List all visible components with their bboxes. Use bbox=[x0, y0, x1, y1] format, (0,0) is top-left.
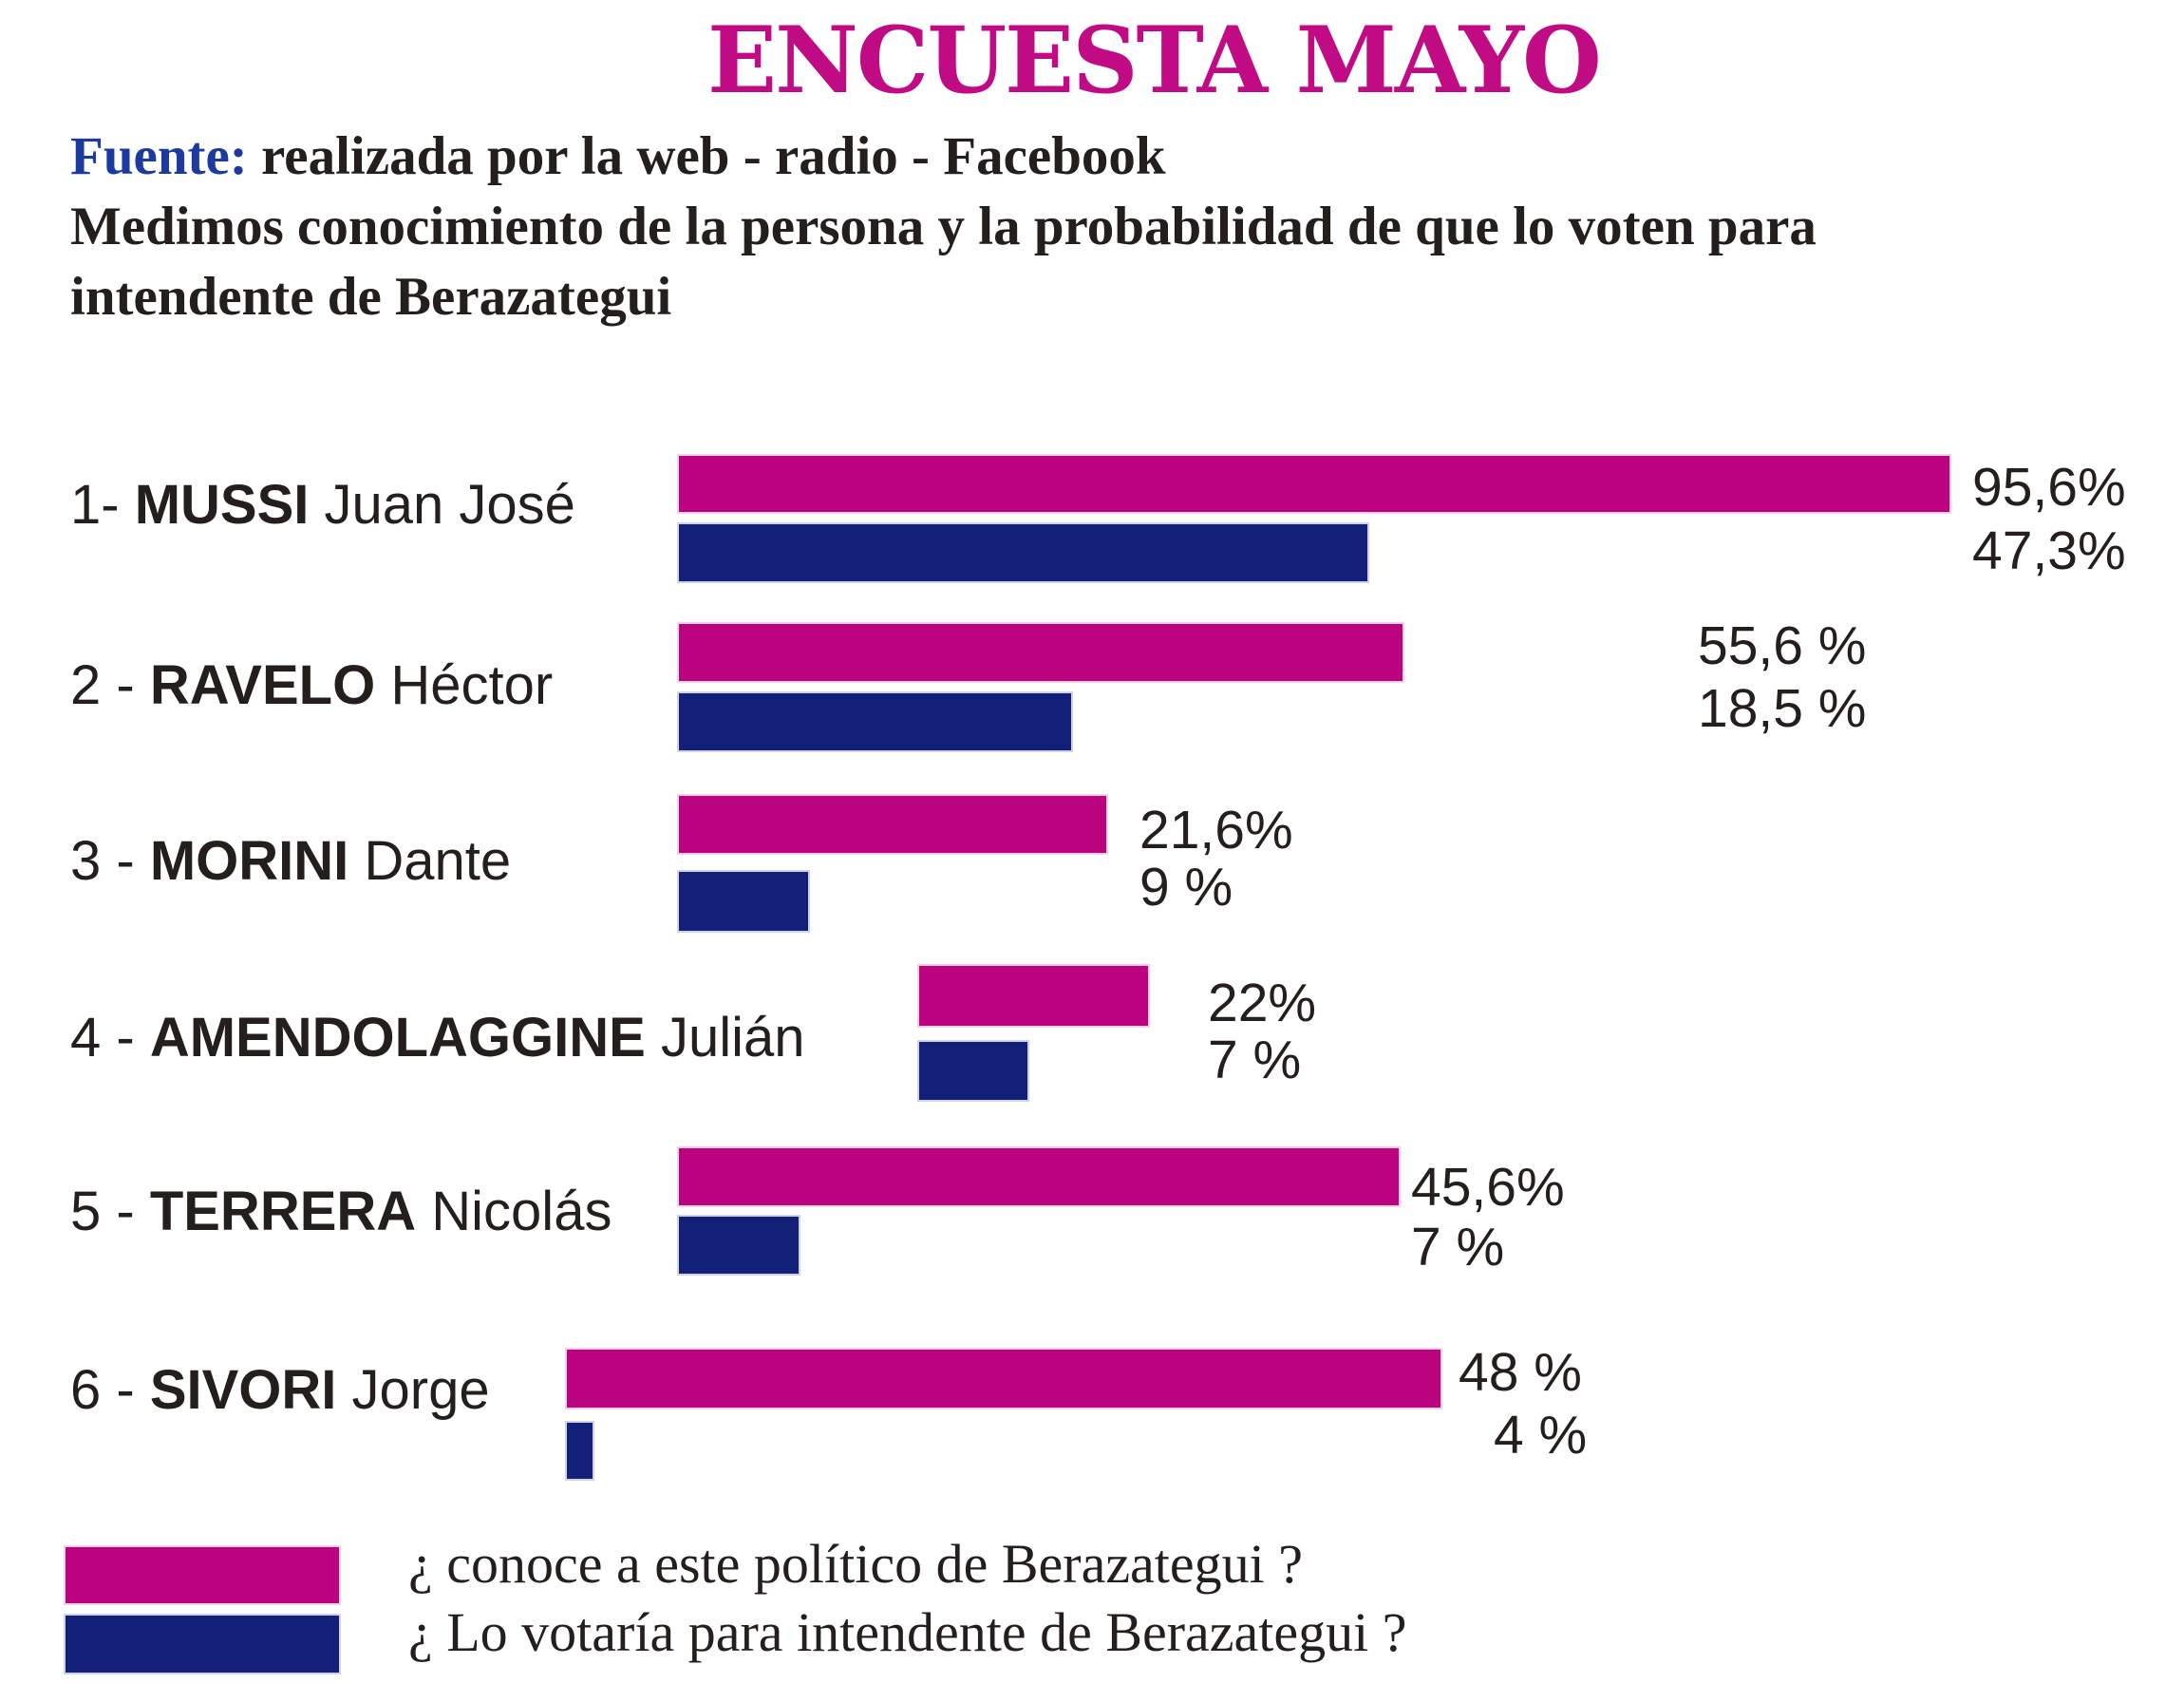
known-value: 22% bbox=[1208, 973, 1317, 1033]
candidate-label: 4 - AMENDOLAGGINE Julián bbox=[70, 1007, 804, 1069]
vote-legend-swatch bbox=[64, 1614, 341, 1674]
candidate-surname: SIVORI bbox=[149, 1359, 337, 1421]
known-value: 95,6% bbox=[1972, 457, 2126, 518]
candidate-rank: 4 - bbox=[70, 1007, 135, 1068]
candidate-surname: MUSSI bbox=[134, 474, 310, 536]
candidate-surname: AMENDOLAGGINE bbox=[149, 1007, 646, 1068]
vote-bar bbox=[677, 1215, 800, 1276]
candidate-rank: 1- bbox=[70, 474, 120, 536]
vote-legend-label: ¿ Lo votaría para intendente de Berazate… bbox=[408, 1601, 1407, 1663]
page-title: ENCUESTA MAYO bbox=[707, 7, 1602, 114]
known-value: 48 % bbox=[1459, 1342, 1582, 1403]
known-bar bbox=[677, 794, 1108, 855]
description-line-1: Medimos conocimiento de la persona y la … bbox=[70, 197, 1817, 256]
known-value: 21,6% bbox=[1139, 800, 1293, 860]
candidate-rank: 3 - bbox=[70, 830, 135, 892]
known-bar bbox=[677, 454, 1951, 514]
candidate-givenname: Julián bbox=[660, 1007, 805, 1068]
known-bar bbox=[677, 1146, 1401, 1207]
known-legend-swatch bbox=[64, 1545, 341, 1605]
description-line-2: intendente de Berazategui bbox=[70, 267, 672, 327]
candidate-givenname: Dante bbox=[364, 830, 512, 892]
known-bar bbox=[565, 1348, 1442, 1409]
known-value: 55,6 % bbox=[1698, 615, 1867, 676]
candidate-givenname: Héctor bbox=[390, 654, 554, 716]
candidate-label: 3 - MORINI Dante bbox=[70, 830, 511, 893]
vote-value: 7 % bbox=[1411, 1217, 1505, 1277]
candidate-surname: TERRERA bbox=[149, 1181, 417, 1242]
candidate-givenname: Nicolás bbox=[431, 1181, 612, 1242]
vote-bar bbox=[677, 870, 810, 933]
candidate-rank: 6 - bbox=[70, 1359, 135, 1421]
source-label: Fuente: bbox=[70, 126, 248, 186]
vote-value: 4 % bbox=[1494, 1405, 1588, 1466]
vote-bar bbox=[677, 691, 1073, 752]
vote-bar bbox=[565, 1421, 594, 1481]
vote-value: 9 % bbox=[1139, 857, 1233, 917]
known-legend-label: ¿ conoce a este político de Berazategui … bbox=[408, 1533, 1304, 1595]
candidate-rank: 5 - bbox=[70, 1181, 135, 1242]
vote-bar bbox=[917, 1040, 1029, 1102]
candidate-givenname: Jorge bbox=[351, 1359, 490, 1421]
source-text: realizada por la web - radio - Facebook bbox=[261, 126, 1166, 186]
known-value: 45,6% bbox=[1411, 1157, 1565, 1218]
known-bar bbox=[677, 622, 1404, 683]
candidate-label: 6 - SIVORI Jorge bbox=[70, 1359, 490, 1422]
candidate-surname: RAVELO bbox=[149, 654, 376, 716]
candidate-rank: 2 - bbox=[70, 654, 135, 716]
known-bar bbox=[917, 964, 1150, 1028]
candidate-surname: MORINI bbox=[149, 830, 349, 892]
vote-bar bbox=[677, 522, 1369, 583]
vote-value: 7 % bbox=[1208, 1030, 1302, 1090]
vote-value: 18,5 % bbox=[1698, 678, 1867, 739]
candidate-label: 1- MUSSI Juan José bbox=[70, 474, 575, 537]
candidate-label: 2 - RAVELO Héctor bbox=[70, 654, 553, 717]
candidate-givenname: Juan José bbox=[324, 474, 575, 536]
candidate-label: 5 - TERRERA Nicolás bbox=[70, 1181, 612, 1243]
vote-value: 47,3% bbox=[1972, 520, 2126, 581]
source-line: Fuente: realizada por la web - radio - F… bbox=[70, 123, 1166, 190]
